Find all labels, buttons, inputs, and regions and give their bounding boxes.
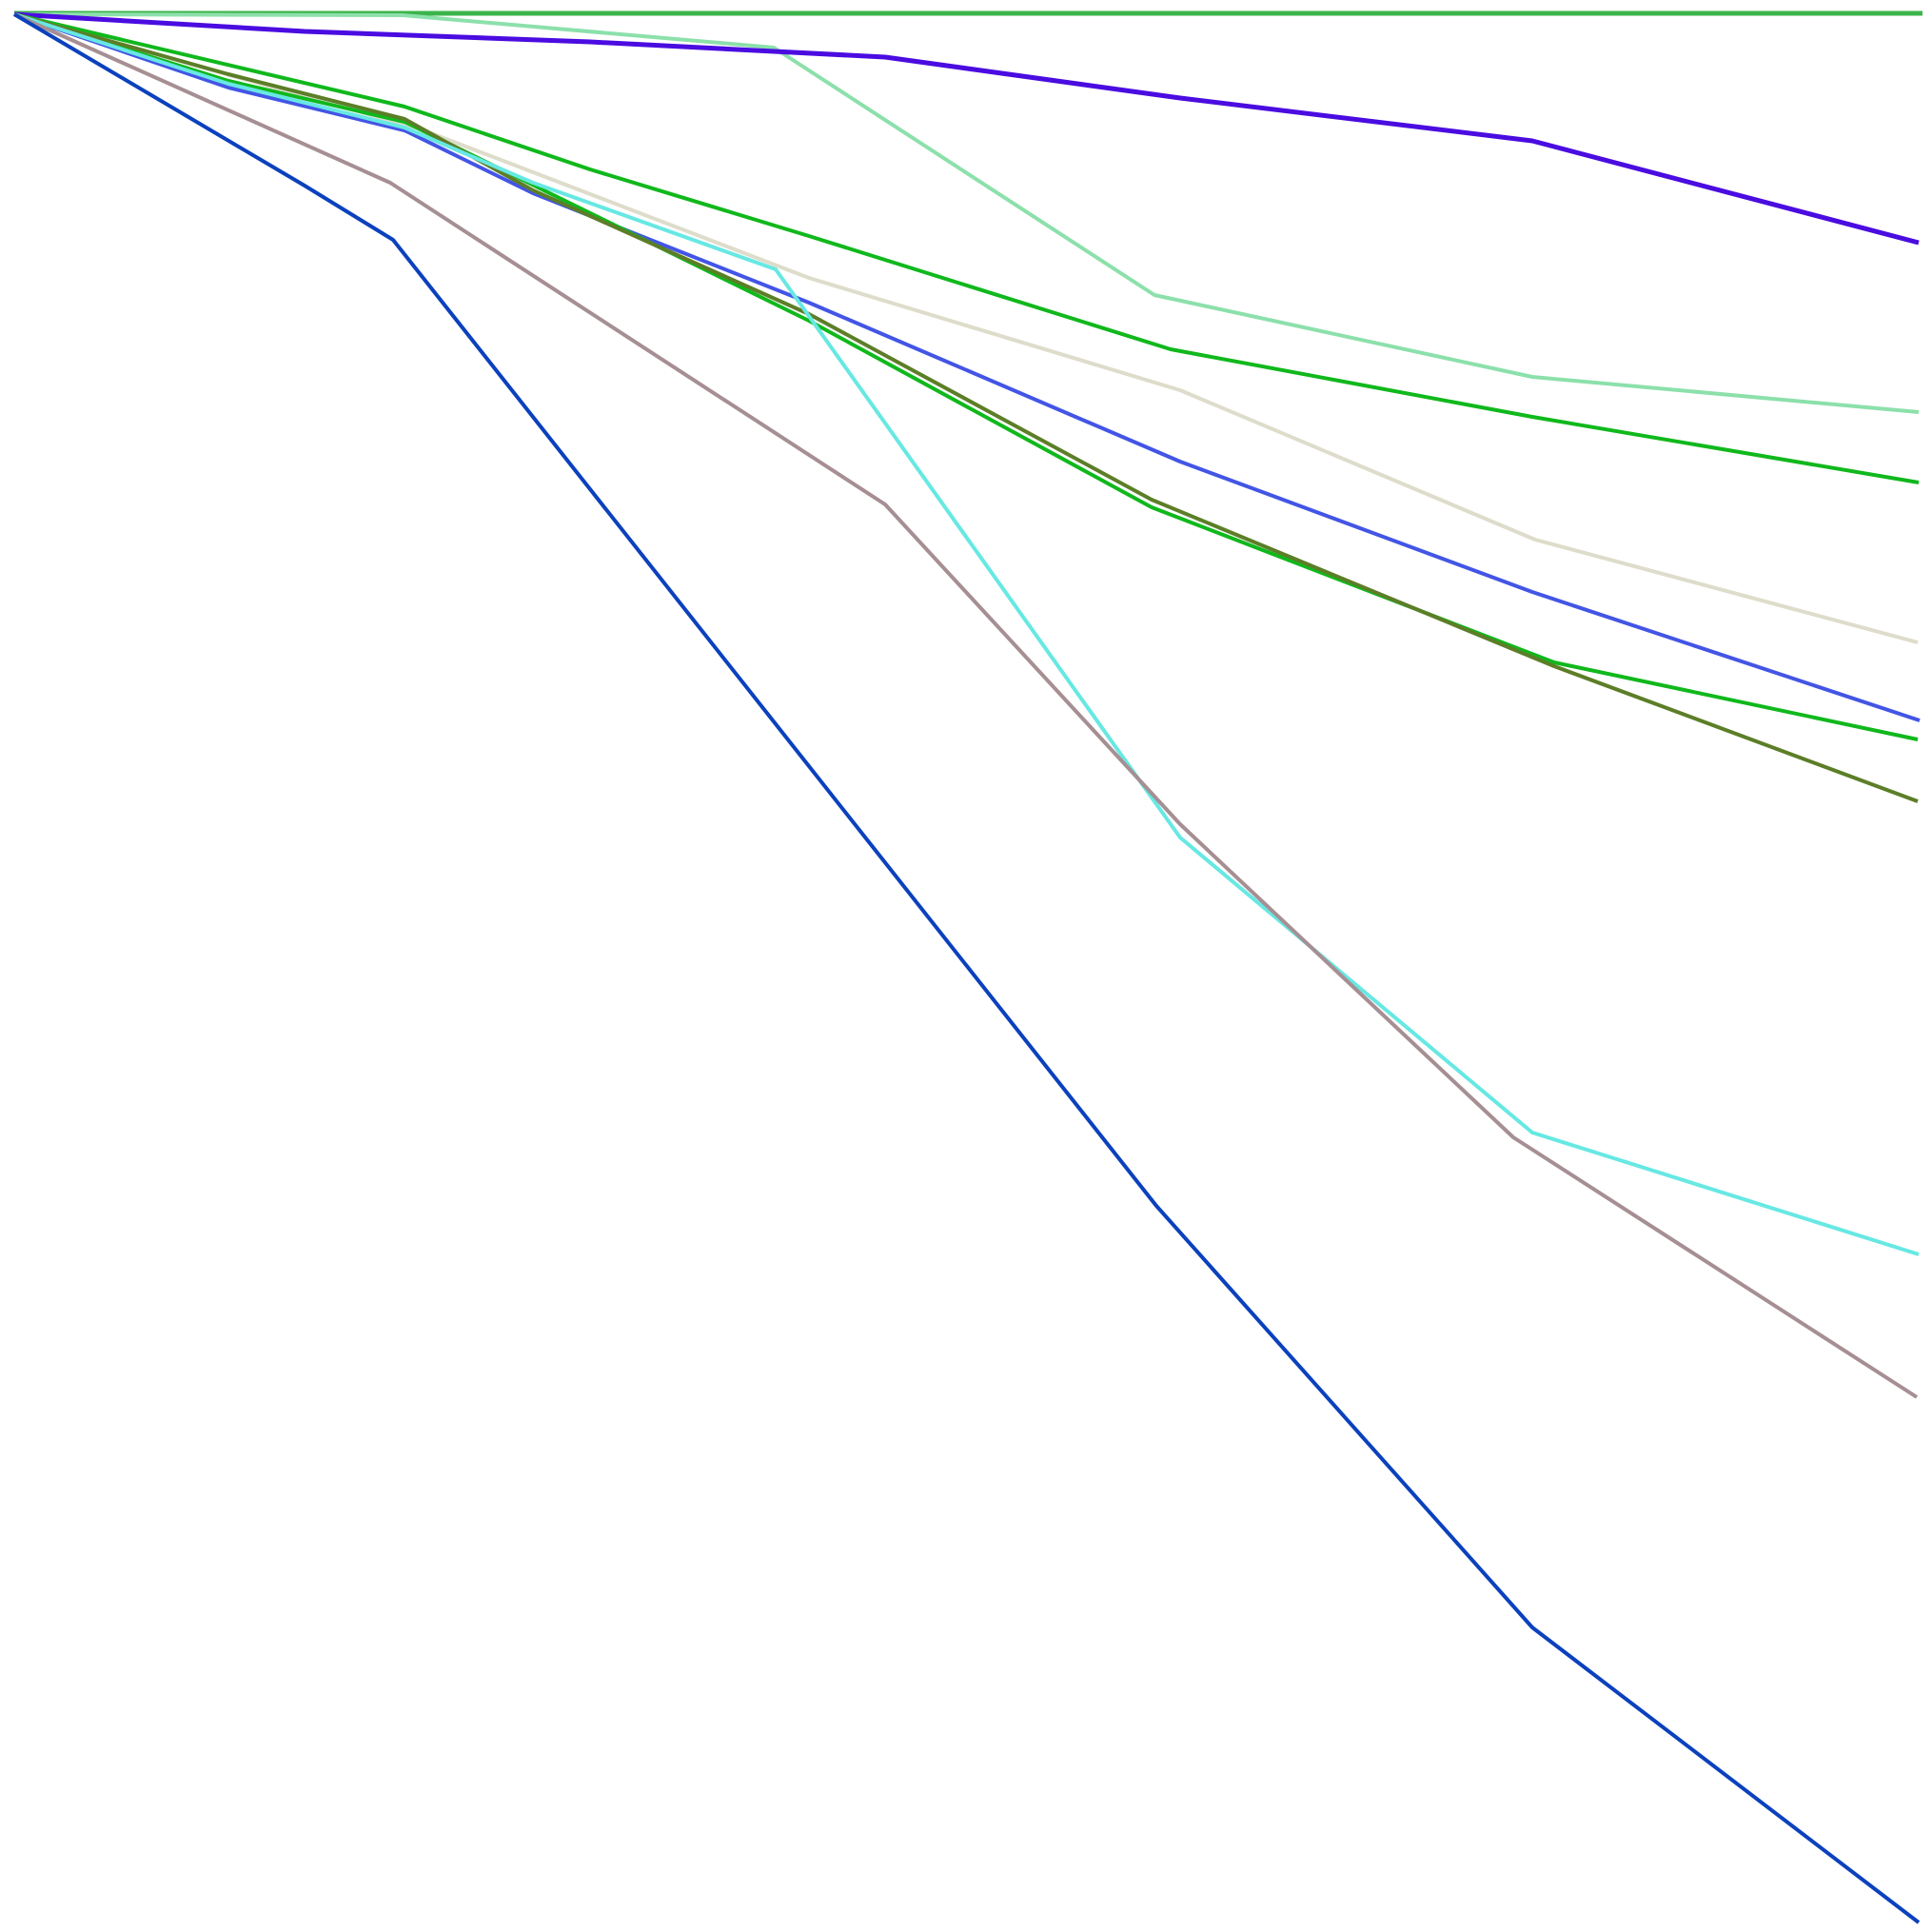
series-bright-green-lower-line — [13, 12, 1919, 741]
series-bright-green-upper-line — [13, 12, 1920, 484]
series-beige-line — [13, 12, 1919, 644]
series-aquamarine-line — [13, 12, 1920, 414]
series-medium-blue-line — [12, 12, 1921, 1924]
series-light-cyan-line — [13, 12, 1920, 1256]
series-blue-violet-line — [13, 11, 1920, 246]
line-series-group — [12, 10, 1922, 1924]
series-royal-blue-line — [13, 12, 1921, 722]
series-dark-olive-green-line — [13, 12, 1919, 803]
series-rosy-brown-line — [13, 12, 1919, 1399]
